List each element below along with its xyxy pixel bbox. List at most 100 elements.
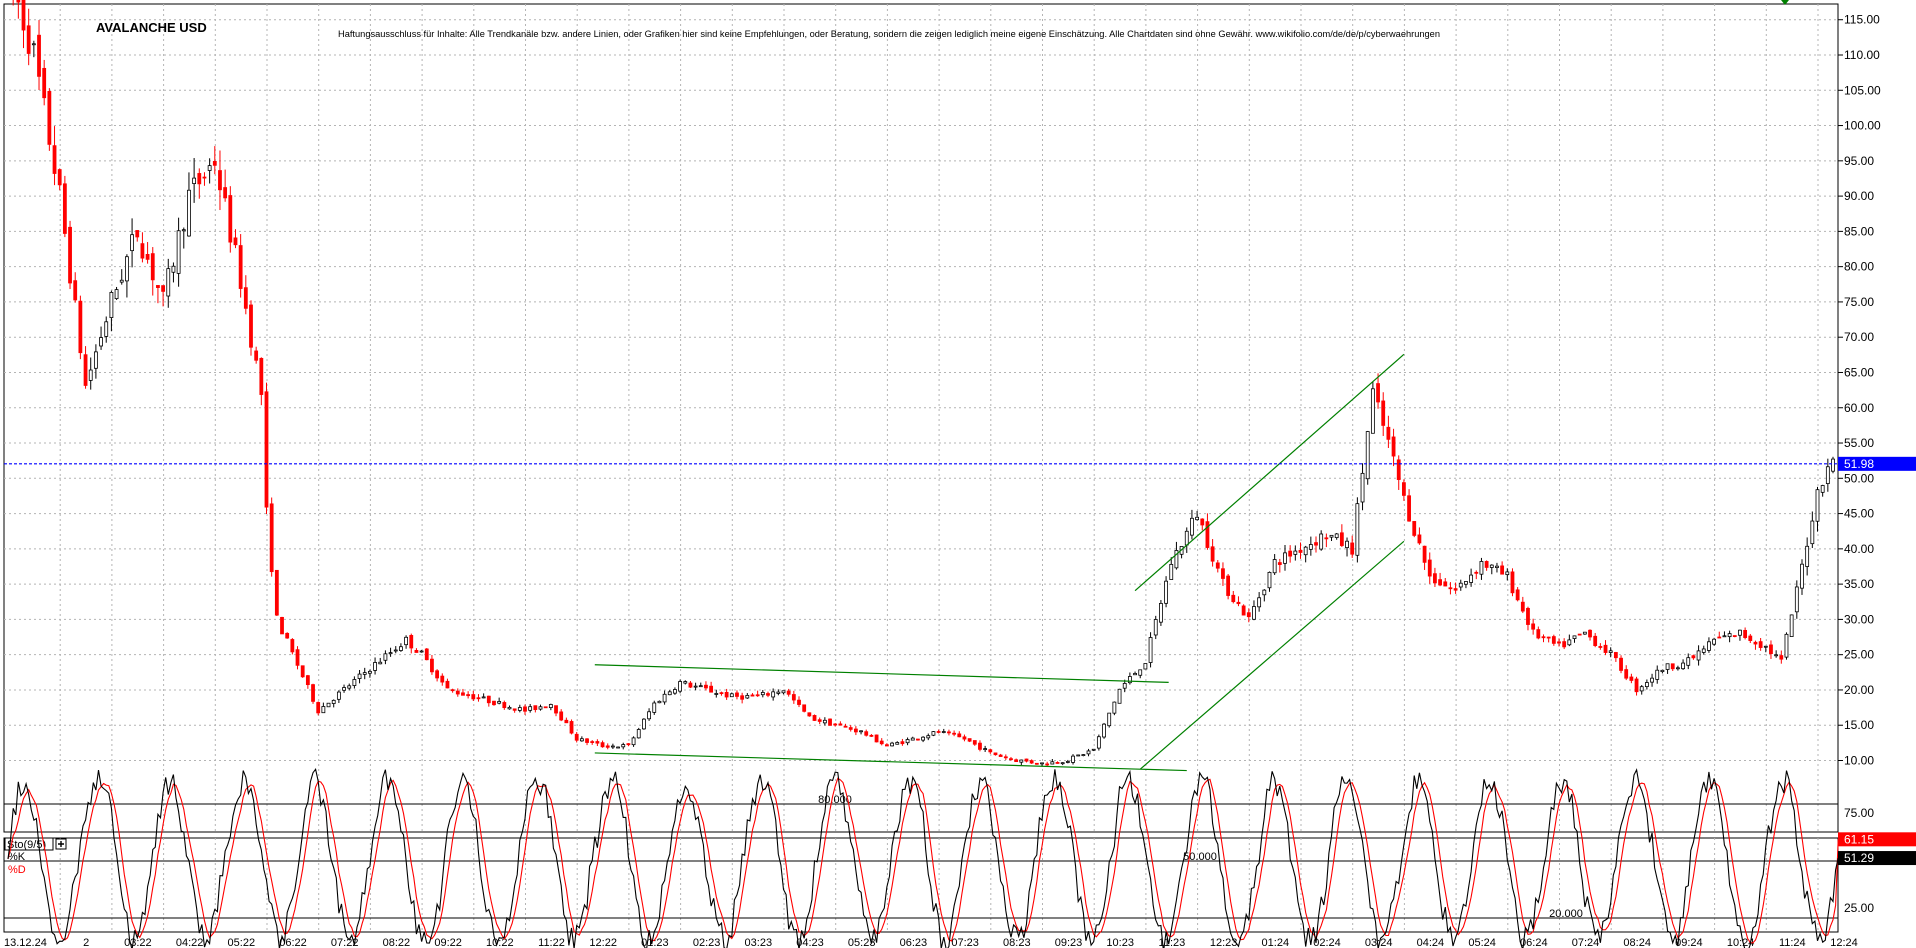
candle-body: [274, 569, 279, 616]
candle-body: [1236, 601, 1241, 605]
x-tick-label: 08:23: [1003, 937, 1031, 948]
candle-body: [1329, 534, 1334, 538]
candle-body: [631, 737, 636, 746]
candle-body: [486, 695, 491, 704]
candle-body: [1376, 383, 1380, 403]
candle-body: [978, 742, 982, 750]
candle-body: [988, 749, 993, 753]
candle-body: [228, 195, 233, 243]
candle-body: [1613, 652, 1618, 659]
candle-body: [347, 685, 352, 689]
candle-body: [1732, 635, 1737, 637]
y-tick-label: 115.00: [1844, 13, 1880, 27]
candle-body: [1738, 629, 1742, 636]
x-tick-label: 06:24: [1520, 937, 1548, 948]
candle-body: [1520, 601, 1525, 612]
candle-body: [1753, 641, 1758, 645]
candle-body: [1190, 517, 1194, 536]
candle-body: [336, 691, 341, 700]
candle-body: [916, 738, 920, 741]
candle-body: [1629, 676, 1634, 681]
candle-body: [771, 691, 776, 698]
stoch-y-tick-label: 25.00: [1844, 901, 1874, 915]
x-tick-label: 10:24: [1727, 937, 1755, 948]
y-tick-label: 50.00: [1844, 471, 1874, 485]
candle-body: [1402, 482, 1406, 496]
candle-body: [905, 739, 910, 744]
candle-body: [843, 725, 848, 728]
candle-body: [455, 690, 460, 695]
candle-body: [218, 170, 222, 191]
candle-body: [1386, 426, 1391, 440]
candle-body: [579, 738, 584, 742]
y-tick-label: 100.00: [1844, 119, 1881, 133]
candle-body: [910, 737, 915, 741]
candle-body: [998, 754, 1003, 757]
candle-body: [605, 745, 610, 748]
candle-body: [1127, 676, 1132, 684]
x-tick-label: 12:23: [1210, 937, 1238, 948]
candle-body: [714, 693, 719, 695]
candle-body: [1029, 760, 1034, 764]
candle-body: [931, 731, 936, 736]
x-tick-label: 09:23: [1055, 937, 1083, 948]
candle-body: [1407, 495, 1411, 522]
x-tick-label: 11:22: [538, 937, 565, 948]
candle-body: [1267, 571, 1272, 589]
candle-body: [1582, 631, 1587, 635]
candle-body: [1820, 485, 1825, 493]
candle-body: [109, 292, 114, 318]
candle-body: [957, 733, 962, 738]
x-tick-label: 07:24: [1572, 937, 1600, 948]
candle-body: [967, 738, 972, 742]
indicator-label-box[interactable]: [4, 837, 54, 851]
candle-body: [1283, 552, 1287, 564]
y-tick-label: 85.00: [1844, 224, 1874, 238]
stoch-d-last-tag-label: 61.15: [1844, 832, 1874, 846]
last-price-label: 51.98: [1844, 457, 1874, 471]
candle-body: [947, 731, 951, 734]
candle-body: [885, 744, 889, 747]
x-tick-label: 09:22: [434, 937, 462, 948]
candle-body: [104, 321, 109, 337]
candle-body: [435, 670, 440, 679]
candle-body: [1370, 388, 1375, 434]
candle-body: [833, 723, 838, 726]
candle-body: [1308, 544, 1313, 550]
candle-body: [1148, 637, 1153, 663]
candle-body: [1722, 635, 1727, 638]
candle-body: [1102, 723, 1106, 738]
candle-body: [99, 337, 103, 347]
candle-body: [1324, 537, 1329, 540]
candle-body: [1650, 677, 1654, 683]
main-panel-frame: [3, 3, 1839, 833]
candle-body: [1608, 650, 1613, 653]
candle-body: [1339, 532, 1344, 546]
y-tick-label: 80.00: [1844, 260, 1874, 274]
candle-body: [776, 691, 781, 694]
candle-body: [357, 673, 362, 679]
candle-body: [1200, 518, 1205, 526]
candle-body: [1221, 568, 1225, 579]
x-tick-label: 11:24: [1779, 937, 1806, 948]
candle-body: [373, 662, 377, 671]
x-tick-label: 03:23: [745, 937, 773, 948]
candle-body: [517, 707, 522, 711]
candle-body: [249, 304, 253, 348]
candle-body: [238, 245, 243, 289]
candle-body: [698, 685, 703, 688]
candle-body: [150, 253, 155, 281]
candle-body: [1794, 586, 1799, 613]
last-price-tag: [1838, 456, 1916, 471]
candle-body: [430, 658, 434, 673]
y-tick-label: 15.00: [1844, 718, 1874, 732]
candle-body: [1133, 673, 1137, 676]
x-tick-label: 10:23: [1106, 937, 1134, 948]
candle-body: [1438, 579, 1442, 586]
candle-body: [259, 357, 264, 395]
candle-body: [1345, 540, 1349, 549]
candle-body: [73, 280, 78, 301]
candle-body: [921, 736, 925, 741]
candle-body: [1303, 546, 1308, 556]
candle-body: [1060, 762, 1065, 765]
